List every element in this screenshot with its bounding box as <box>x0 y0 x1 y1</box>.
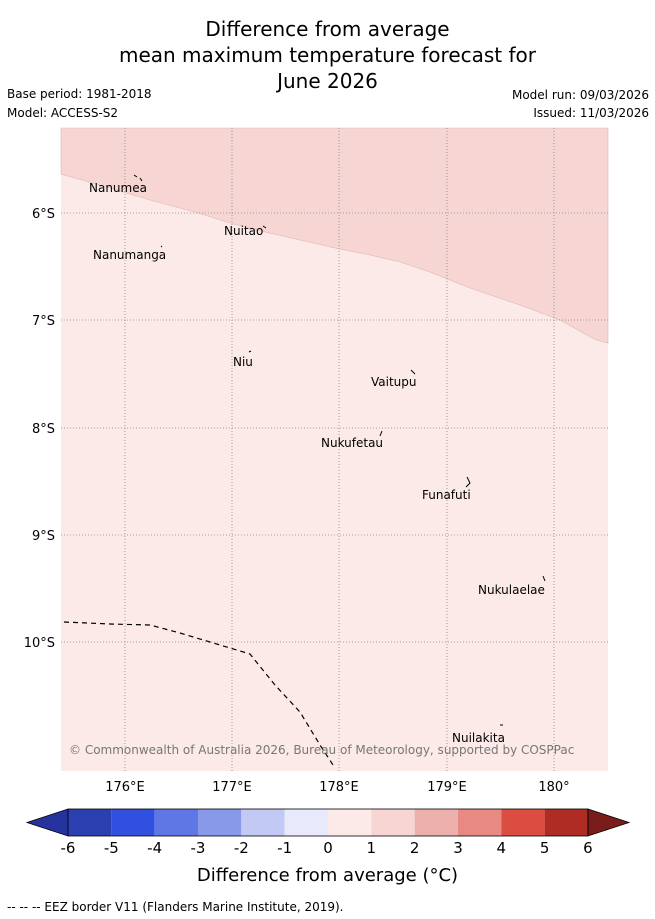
colorbar-segment <box>197 809 242 836</box>
colorbar-segment <box>544 809 588 836</box>
place-label-nuitao: Nuitao <box>224 224 263 238</box>
islands <box>133 174 546 726</box>
model-name: Model: ACCESS-S2 <box>7 106 119 120</box>
colorbar-segment <box>154 809 198 836</box>
colorbar-tick-label: -5 <box>104 839 119 857</box>
lat-label-6s: 6°S <box>32 207 55 222</box>
colorbar-extension-low <box>25 808 69 837</box>
island-nukulaelae <box>542 575 546 582</box>
colorbar-tick-label: 2 <box>410 839 420 857</box>
colorbar-segment <box>457 809 502 836</box>
colorbar-tick-label: 1 <box>367 839 377 857</box>
issued-date: Issued: 11/03/2026 <box>533 106 649 120</box>
colorbar-tick-label: 5 <box>540 839 550 857</box>
title-line-1: Difference from average <box>205 17 450 41</box>
colorbar-segment <box>284 809 328 836</box>
place-label-vaitupu: Vaitupu <box>371 375 417 389</box>
island-nuitao <box>262 225 267 229</box>
lat-label-8s: 8°S <box>32 422 55 437</box>
gridlines <box>61 128 608 771</box>
colorbar-tick-label: -6 <box>61 839 76 857</box>
colorbar-outline <box>67 808 589 837</box>
lat-label-7s: 7°S <box>32 314 55 329</box>
lon-label-179e: 179°E <box>427 780 467 795</box>
colorbar-tick-label: -2 <box>234 839 249 857</box>
eez-border <box>63 621 336 769</box>
colorbar-tick-label: 0 <box>323 839 333 857</box>
lon-label-177e: 177°E <box>212 780 252 795</box>
colorbar-extension-high <box>587 808 631 837</box>
base-period: Base period: 1981-2018 <box>7 87 152 101</box>
colorbar-segment <box>414 809 458 836</box>
lat-label-9s: 9°S <box>32 529 55 544</box>
lat-axis: 6°S 7°S 8°S 9°S 10°S <box>24 207 55 651</box>
colorbar-tick-label: 3 <box>453 839 463 857</box>
copyright-notice: © Commonwealth of Australia 2026, Bureau… <box>69 743 574 757</box>
island-nanumanga <box>160 245 163 248</box>
colorbar-tick-label: -1 <box>277 839 292 857</box>
island-nanumea <box>133 174 143 182</box>
anomaly-1-2-area <box>60 127 609 344</box>
island-nukufetau <box>379 430 383 437</box>
eez-legend-note: -- -- -- EEZ border V11 (Flanders Marine… <box>7 900 344 914</box>
place-label-niu: Niu <box>233 355 253 369</box>
place-label-nanumea: Nanumea <box>89 181 147 195</box>
island-vaitupu <box>410 369 416 375</box>
island-niu <box>248 350 252 353</box>
map-panel: Nanumea Nuitao Nanumanga Niu Vaitupu Nuk… <box>60 127 609 771</box>
map-title: Difference from average mean maximum tem… <box>0 16 655 94</box>
place-label-nuilakita: Nuilakita <box>452 731 505 745</box>
colorbar-segment <box>327 809 372 836</box>
lon-axis: 176°E 177°E 178°E 179°E 180° <box>105 780 569 795</box>
colorbar-ticks: -6 -5 -4 -3 -2 -1 0 1 2 3 4 5 6 <box>61 839 593 857</box>
island-funafuti <box>465 476 471 488</box>
lon-label-180: 180° <box>538 780 569 795</box>
title-line-2: mean maximum temperature forecast for <box>118 43 536 67</box>
colorbar-title: Difference from average (°C) <box>196 865 459 886</box>
colorbar <box>25 808 631 837</box>
lon-label-178e: 178°E <box>319 780 359 795</box>
colorbar-tick-label: 4 <box>497 839 507 857</box>
lon-label-176e: 176°E <box>105 780 145 795</box>
model-run: Model run: 09/03/2026 <box>511 88 649 102</box>
colorbar-tick-label: -4 <box>147 839 162 857</box>
colorbar-tick-label: -3 <box>191 839 206 857</box>
place-label-nukufetau: Nukufetau <box>321 436 383 450</box>
colorbar-tick-label: 6 <box>583 839 593 857</box>
title-line-3: June 2026 <box>277 69 378 93</box>
lat-label-10s: 10°S <box>24 636 55 651</box>
place-label-funafuti: Funafuti <box>422 488 471 502</box>
colorbar-segment <box>111 809 155 836</box>
colorbar-segment <box>371 809 415 836</box>
colorbar-segment <box>68 809 112 836</box>
colorbar-segment <box>501 809 545 836</box>
colorbar-segment <box>241 809 285 836</box>
place-label-nukulaelae: Nukulaelae <box>478 583 545 597</box>
place-label-nanumanga: Nanumanga <box>93 248 166 262</box>
